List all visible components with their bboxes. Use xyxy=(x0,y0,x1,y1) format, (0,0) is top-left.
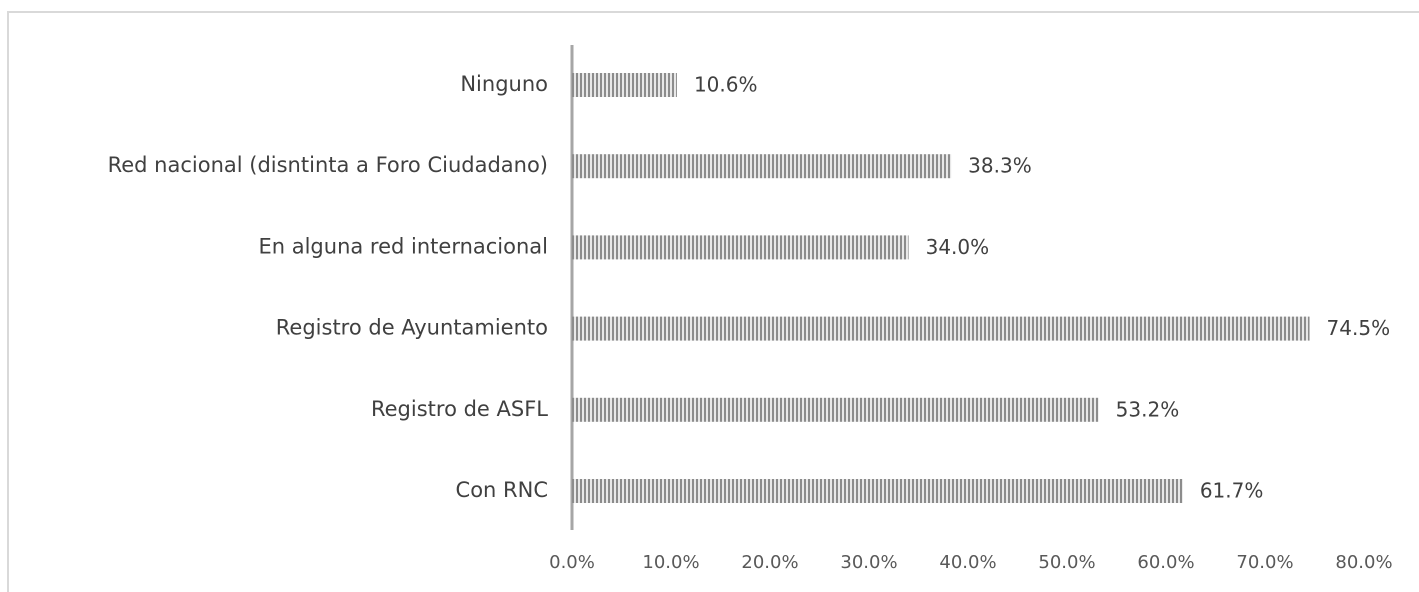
y-tick-label: Ninguno xyxy=(460,72,548,96)
y-tick-label: Red nacional (disntinta a Foro Ciudadano… xyxy=(108,153,548,177)
value-label: 10.6% xyxy=(694,73,758,97)
x-tick-label: 70.0% xyxy=(1236,552,1293,573)
value-label: 53.2% xyxy=(1116,397,1180,421)
value-label: 61.7% xyxy=(1200,479,1264,503)
bar xyxy=(572,397,1099,422)
bar xyxy=(572,235,909,260)
x-tick-label: 30.0% xyxy=(840,552,897,573)
value-label: 74.5% xyxy=(1327,316,1391,340)
y-tick-label: Con RNC xyxy=(456,478,548,502)
bar xyxy=(572,154,952,179)
y-tick-label: Registro de ASFL xyxy=(371,397,548,421)
bar xyxy=(572,479,1183,503)
chart-border xyxy=(7,11,1419,592)
x-tick-label: 80.0% xyxy=(1335,552,1392,573)
bar xyxy=(572,316,1310,341)
y-tick-label: En alguna red internacional xyxy=(258,234,548,258)
y-tick-label: Registro de Ayuntamiento xyxy=(276,316,548,340)
value-label: 34.0% xyxy=(926,235,990,259)
bar xyxy=(572,73,677,97)
x-tick-label: 40.0% xyxy=(939,552,996,573)
x-tick-label: 10.0% xyxy=(642,552,699,573)
value-label: 38.3% xyxy=(968,154,1032,178)
x-tick-label: 60.0% xyxy=(1137,552,1194,573)
x-tick-label: 20.0% xyxy=(741,552,798,573)
x-tick-label: 0.0% xyxy=(549,552,595,573)
x-tick-label: 50.0% xyxy=(1038,552,1095,573)
